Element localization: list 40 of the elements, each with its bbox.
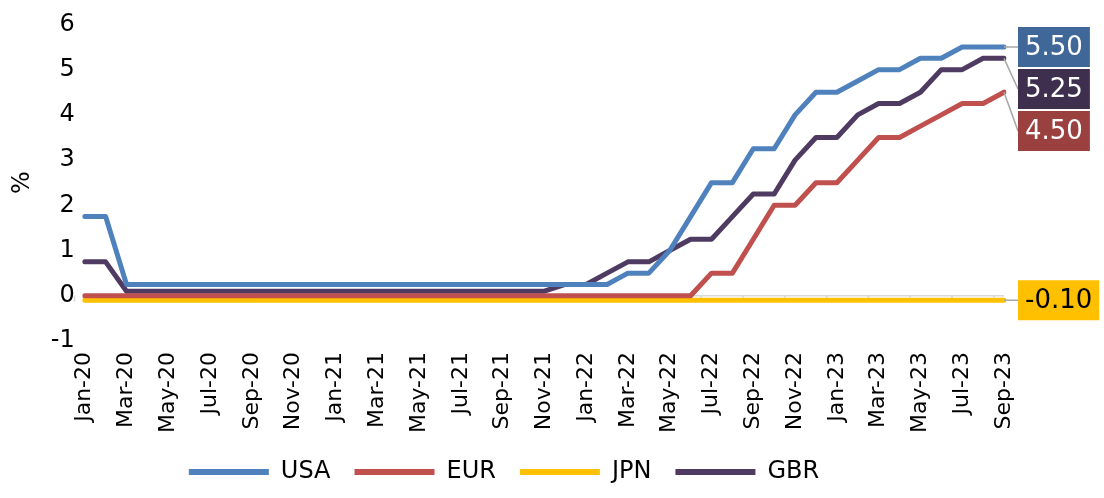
x-tick-label: Nov-22	[780, 351, 806, 431]
legend-label: GBR	[767, 456, 820, 485]
y-tick-label: -1	[50, 325, 75, 354]
legend-label: USA	[280, 456, 332, 485]
y-tick-label: 5	[59, 53, 75, 82]
y-tick-label: 6	[59, 8, 75, 37]
data-label: 5.50	[1025, 30, 1083, 61]
x-tick-label: May-22	[655, 351, 681, 433]
x-tick-label: Mar-23	[864, 351, 890, 429]
y-tick-label: 2	[59, 189, 75, 218]
y-tick-label: 4	[59, 99, 75, 128]
x-tick-label: Jul-20	[195, 351, 221, 417]
x-tick-label: Mar-22	[613, 351, 639, 429]
x-tick-label: Jan-20	[70, 351, 96, 424]
y-tick-label: 1	[59, 234, 75, 263]
y-tick-label: 0	[59, 279, 75, 308]
data-label: -0.10	[1025, 284, 1093, 315]
data-label: 4.50	[1025, 114, 1083, 145]
y-tick-label: 3	[59, 144, 75, 173]
x-tick-label: Sep-23	[989, 351, 1015, 430]
legend-label: EUR	[446, 456, 496, 485]
x-tick-label: Mar-20	[112, 351, 138, 429]
x-tick-label: Jul-23	[947, 351, 973, 417]
x-tick-label: Jan-22	[571, 351, 597, 424]
x-tick-label: May-20	[154, 351, 180, 433]
x-tick-label: Jul-21	[446, 351, 472, 417]
x-tick-label: Jan-21	[321, 351, 347, 424]
x-tick-label: Mar-21	[362, 351, 388, 429]
data-label: 5.25	[1025, 72, 1083, 103]
x-tick-label: Sep-21	[488, 351, 514, 430]
x-tick-label: Sep-20	[237, 351, 263, 430]
x-tick-label: Nov-21	[530, 351, 556, 431]
x-tick-label: May-21	[404, 351, 430, 433]
x-tick-label: Jan-23	[822, 351, 848, 424]
x-tick-label: Sep-22	[739, 351, 765, 430]
x-tick-label: Jul-22	[697, 351, 723, 417]
x-tick-label: May-23	[906, 351, 932, 433]
y-axis-title: %	[6, 171, 35, 195]
legend-label: JPN	[609, 456, 652, 485]
x-tick-label: Nov-20	[279, 351, 305, 431]
